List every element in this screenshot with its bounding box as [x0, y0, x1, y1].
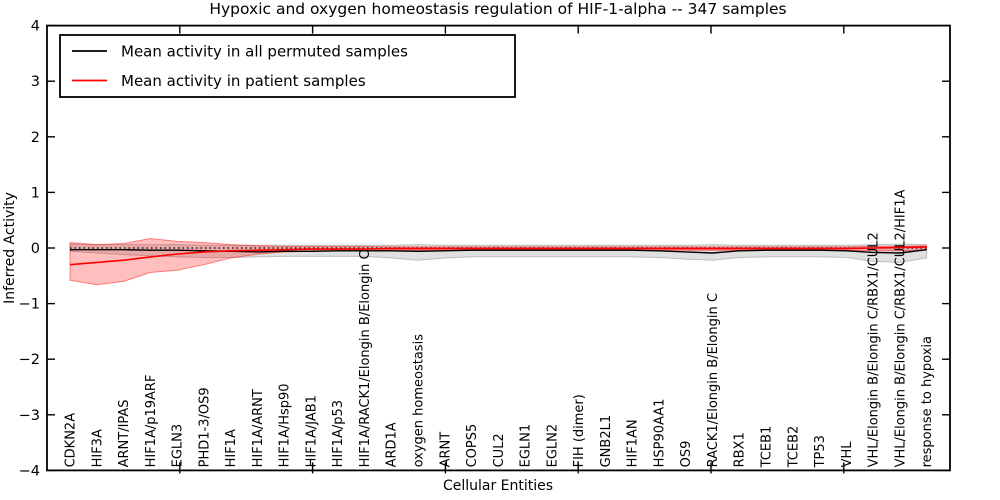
x-category-label: VHL/Elongin B/Elongin C/RBX1/CUL2 — [867, 232, 882, 467]
x-category-label: ARNT/IPAS — [117, 399, 132, 467]
x-category-label: FIH (dimer) — [572, 394, 587, 467]
y-tick-label: 4 — [31, 19, 40, 35]
x-category-label: response to hypoxia — [920, 336, 935, 467]
x-category-label: CUL2 — [492, 433, 507, 467]
x-category-label: TCEB2 — [786, 426, 801, 469]
axis-ticks-layer — [47, 24, 950, 474]
y-tick-label: 2 — [31, 130, 40, 146]
legend-label-patient: Mean activity in patient samples — [121, 72, 366, 90]
x-category-label: oxygen homeostasis — [411, 334, 426, 468]
x-category-label: CDKN2A — [64, 413, 79, 468]
x-category-label: HIF1A/JAB1 — [304, 395, 319, 467]
x-category-label: ARD1A — [385, 422, 400, 467]
x-category-label: COPS5 — [465, 424, 480, 468]
x-category-label: HIF1A/p19ARF — [144, 375, 159, 468]
y-tick-label: −2 — [19, 352, 40, 368]
x-category-label: RACK1/Elongin B/Elongin C — [706, 293, 721, 467]
x-category-label: HSP90AA1 — [652, 399, 667, 468]
x-category-label: HIF1AN — [626, 419, 641, 467]
y-tick-labels-layer: 4 3 2 1 0 −1 −2 −3 −4 — [19, 19, 40, 480]
y-axis-label: Inferred Activity — [2, 192, 18, 304]
x-category-label: TCEB1 — [759, 426, 774, 469]
y-tick-label: 0 — [31, 241, 40, 257]
x-category-label: HIF1A/p53 — [331, 400, 346, 467]
x-axis-label: Cellular Entities — [443, 478, 553, 494]
x-category-label: TP53 — [813, 435, 828, 468]
x-category-label: EGLN1 — [519, 424, 534, 468]
x-category-label: VHL — [840, 441, 855, 468]
y-tick-label: −1 — [19, 297, 40, 313]
legend-label-permuted: Mean activity in all permuted samples — [121, 43, 408, 61]
x-category-label: HIF3A — [90, 429, 105, 467]
x-category-label: PHD1-3/OS9 — [197, 387, 212, 467]
x-category-label: HIF1A — [224, 429, 239, 467]
legend-box — [59, 34, 516, 98]
patient-mean-line — [69, 246, 927, 266]
y-tick-label: −4 — [19, 463, 40, 479]
x-category-labels-layer: CDKN2A HIF3A ARNT/IPAS HIF1A/p19ARF EGLN3 PHD… — [64, 189, 936, 468]
series-lines-layer — [69, 246, 927, 266]
x-category-label: ARNT — [438, 432, 453, 468]
legend: Mean activity in all permuted samples Me… — [59, 34, 516, 98]
x-category-label: GNB2L1 — [599, 415, 614, 468]
y-tick-label: −3 — [19, 408, 40, 424]
y-tick-label: 1 — [31, 185, 40, 201]
std-bands-layer — [69, 238, 928, 286]
x-category-label: EGLN2 — [545, 424, 560, 468]
x-category-label: VHL/Elongin B/Elongin C/RBX1/CUL2/HIF1A — [893, 189, 908, 467]
x-category-label: RBX1 — [733, 432, 748, 467]
x-category-label: HIF1A/Hsp90 — [278, 383, 293, 467]
x-category-label: OS9 — [679, 441, 694, 468]
x-category-label: HIF1A/RACK1/Elongin B/Elongin C — [358, 250, 373, 467]
chart-title: Hypoxic and oxygen homeostasis regulatio… — [209, 0, 786, 18]
y-tick-label: 3 — [31, 74, 40, 90]
x-category-label: EGLN3 — [171, 424, 186, 468]
x-category-label: HIF1A/ARNT — [251, 389, 266, 467]
